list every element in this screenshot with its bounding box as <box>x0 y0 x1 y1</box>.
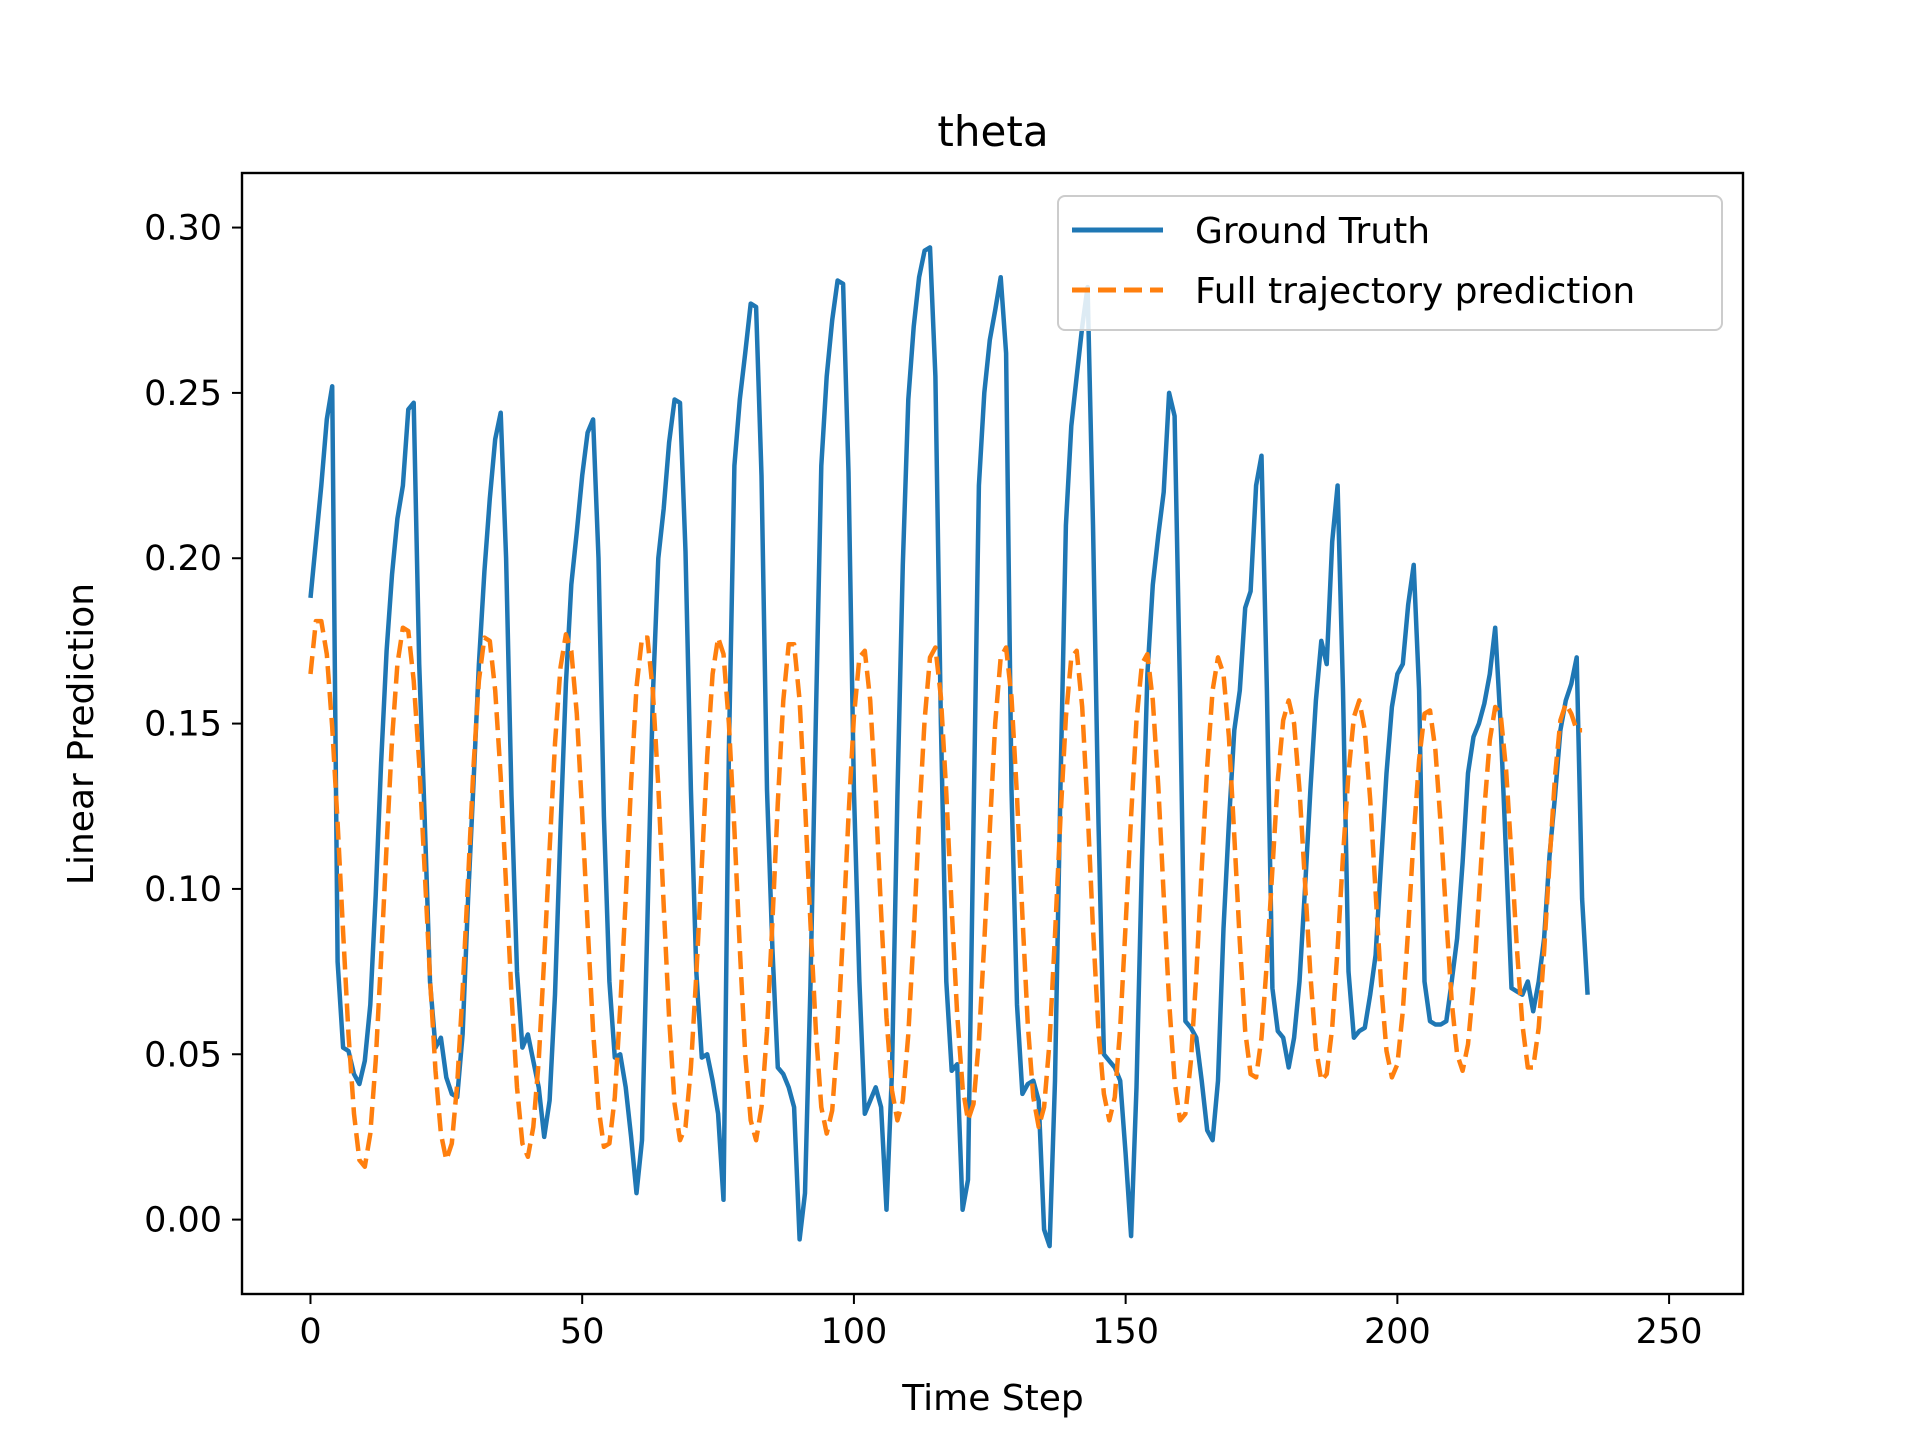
y-tick-label: 0.00 <box>144 1201 222 1241</box>
y-axis-label: Linear Prediction <box>61 583 102 885</box>
axes-frame <box>240 171 1745 1296</box>
y-tick-label: 0.05 <box>144 1035 222 1075</box>
series-layer <box>308 245 1590 1249</box>
x-tick-label: 50 <box>560 1312 605 1352</box>
legend-label-full-trajectory-prediction: Full trajectory prediction <box>1195 271 1635 312</box>
y-tick-label: 0.10 <box>144 870 222 910</box>
x-tick-label: 200 <box>1364 1312 1431 1352</box>
legend-label-ground-truth: Ground Truth <box>1195 211 1430 252</box>
x-tick-label: 0 <box>299 1312 321 1352</box>
x-tick-label: 250 <box>1636 1312 1703 1352</box>
x-axis: 0 50 100 150 200 250 <box>299 1294 1702 1352</box>
y-axis: 0.00 0.05 0.10 0.15 0.20 0.25 0.30 <box>144 209 242 1241</box>
series-line-full-trajectory-prediction <box>308 618 1583 1169</box>
x-axis-label: Time Step <box>901 1378 1084 1419</box>
y-tick-label: 0.25 <box>144 374 222 414</box>
x-tick-label: 100 <box>821 1312 888 1352</box>
y-tick-label: 0.30 <box>144 209 222 249</box>
series-line-ground-truth <box>308 245 1590 1249</box>
plot-area <box>240 171 1745 1296</box>
legend-box <box>1057 195 1723 331</box>
y-tick-label: 0.20 <box>144 539 222 579</box>
y-tick-label: 0.15 <box>144 705 222 745</box>
x-tick-label: 150 <box>1092 1312 1159 1352</box>
legend: Ground Truth Full trajectory prediction <box>1057 195 1723 331</box>
chart-title: theta <box>937 107 1048 156</box>
